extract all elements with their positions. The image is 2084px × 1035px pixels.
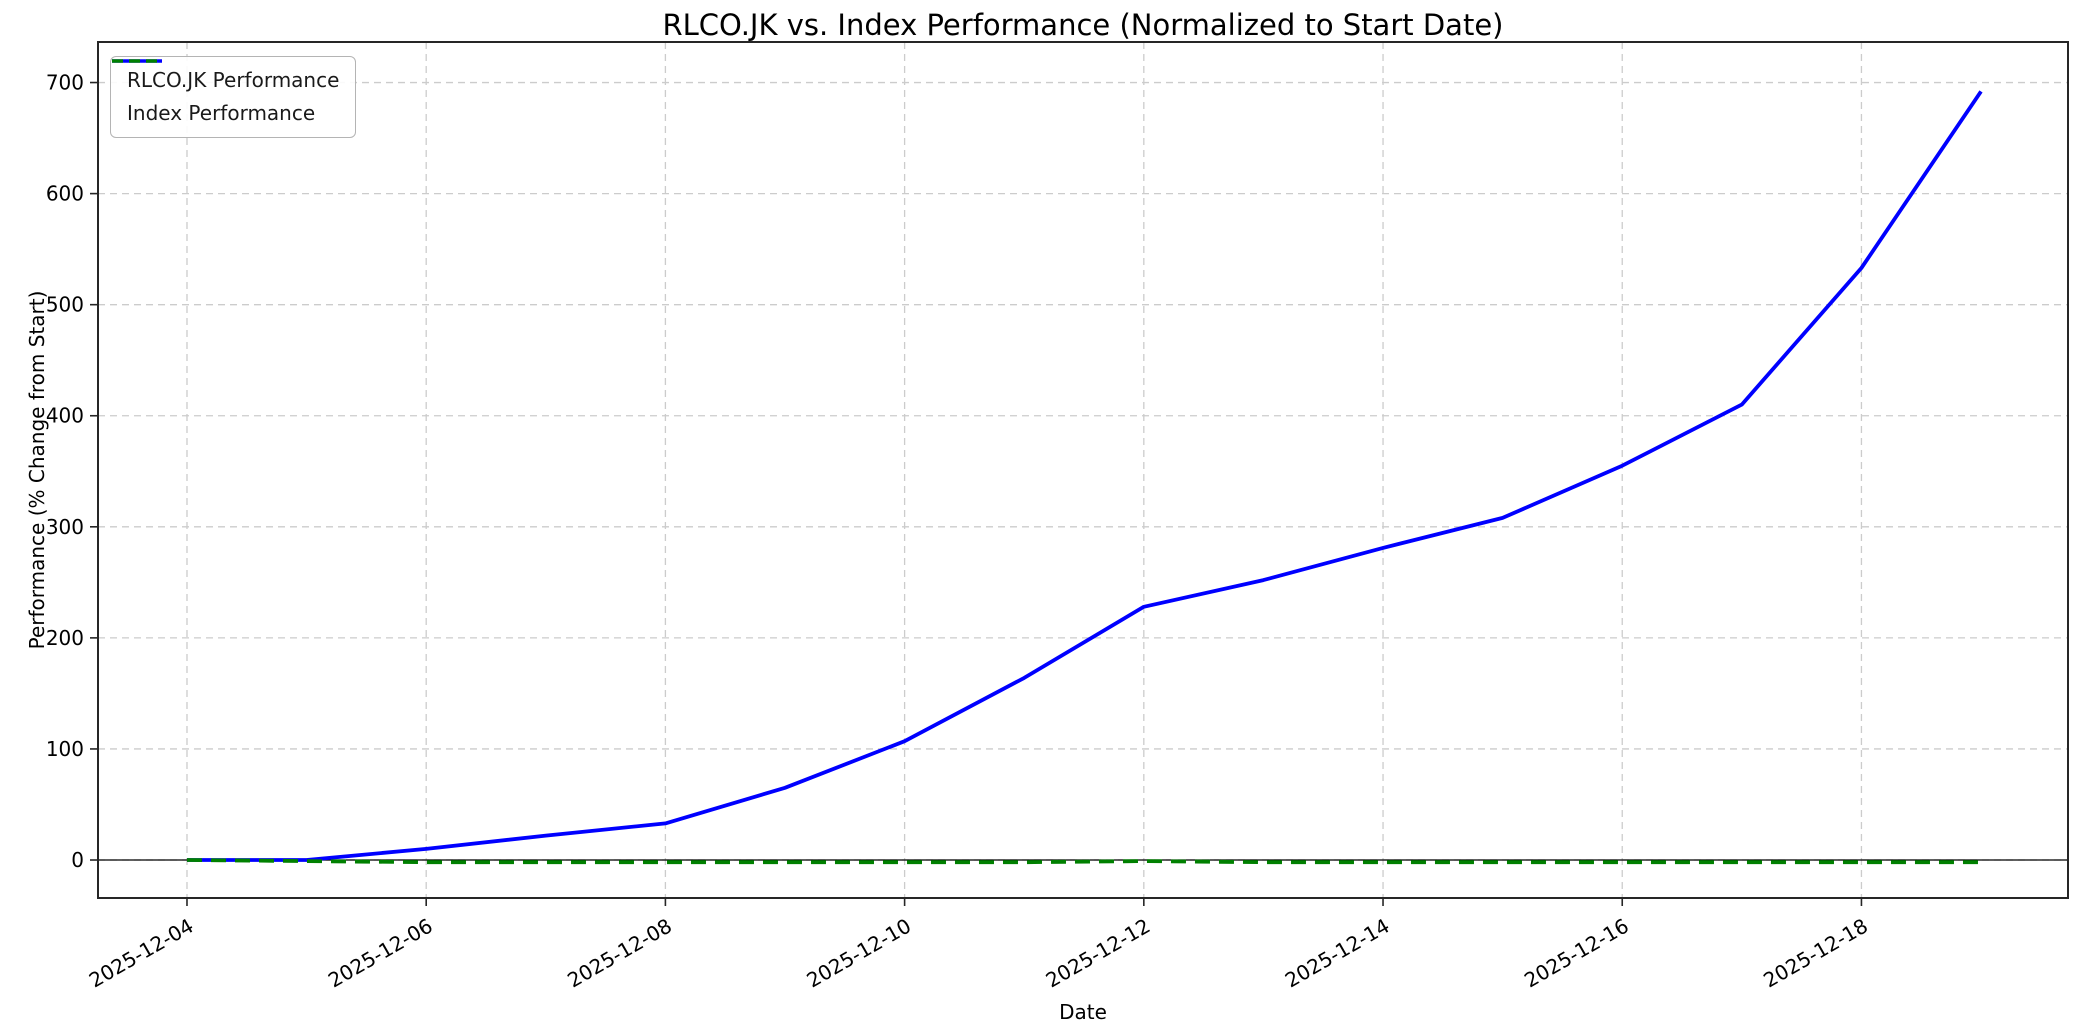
y-tick-label: 0 <box>71 848 84 872</box>
y-tick-label: 100 <box>46 737 84 761</box>
index-line-swatch <box>112 59 162 63</box>
legend-item: Index Performance <box>112 59 339 125</box>
legend-label-index: Index Performance <box>127 101 316 125</box>
y-tick-label: 600 <box>46 182 84 206</box>
y-tick-label: 400 <box>46 404 84 428</box>
y-tick-label: 300 <box>46 515 84 539</box>
x-tick-label: 2025-12-16 <box>1520 914 1633 993</box>
legend: RLCO.JK Performance Index Performance <box>110 56 357 138</box>
chart-title: RLCO.JK vs. Index Performance (Normalize… <box>662 8 1504 42</box>
index-series-line <box>186 858 1981 865</box>
x-tick-label: 2025-12-10 <box>802 914 915 993</box>
legend-label-rlco: RLCO.JK Performance <box>127 68 340 92</box>
y-tick-label: 700 <box>46 71 84 95</box>
x-tick-label: 2025-12-08 <box>563 914 676 993</box>
rlco-series-line <box>187 90 1983 862</box>
x-tick-label: 2025-12-04 <box>85 914 198 993</box>
x-tick-label: 2025-12-12 <box>1042 914 1155 993</box>
y-tick-label: 500 <box>46 293 84 317</box>
x-tick-label: 2025-12-18 <box>1759 914 1872 993</box>
x-tick-label: 2025-12-06 <box>324 914 437 993</box>
y-tick-label: 200 <box>46 626 84 650</box>
legend-item: RLCO.JK Performance <box>112 59 340 92</box>
plot-border <box>97 41 2069 899</box>
x-tick-label: 2025-12-14 <box>1281 914 1394 993</box>
x-axis-label: Date <box>1059 1000 1107 1024</box>
